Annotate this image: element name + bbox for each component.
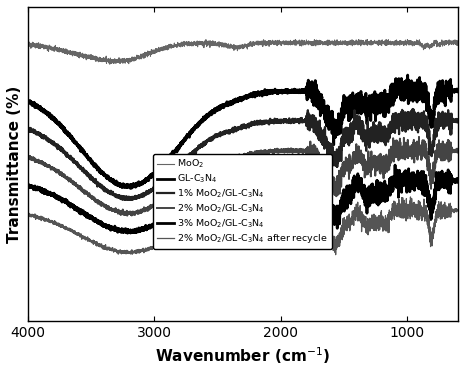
- 1% MoO$_2$/GL-C$_3$N$_4$: [410, 107, 415, 111]
- 1% MoO$_2$/GL-C$_3$N$_4$: [209, 138, 215, 142]
- 2% MoO$_2$/GL-C$_3$N$_4$ after recycle: [229, 214, 235, 219]
- 3% MoO$_2$/GL-C$_3$N$_4$: [229, 187, 235, 191]
- 2% MoO$_2$/GL-C$_3$N$_4$: [338, 179, 343, 184]
- Line: 3% MoO$_2$/GL-C$_3$N$_4$: 3% MoO$_2$/GL-C$_3$N$_4$: [27, 165, 458, 233]
- 2% MoO$_2$/GL-C$_3$N$_4$ after recycle: [421, 204, 426, 208]
- 1% MoO$_2$/GL-C$_3$N$_4$: [442, 112, 448, 117]
- 2% MoO$_2$/GL-C$_3$N$_4$ after recycle: [206, 218, 211, 223]
- 2% MoO$_2$/GL-C$_3$N$_4$ after recycle: [333, 253, 339, 257]
- Line: 2% MoO$_2$/GL-C$_3$N$_4$: 2% MoO$_2$/GL-C$_3$N$_4$: [27, 137, 458, 216]
- MoO$_2$: [229, 45, 235, 49]
- 3% MoO$_2$/GL-C$_3$N$_4$: [442, 181, 448, 185]
- 3% MoO$_2$/GL-C$_3$N$_4$: [209, 189, 215, 194]
- Legend: MoO$_2$, GL-C$_3$N$_4$, 1% MoO$_2$/GL-C$_3$N$_4$, 2% MoO$_2$/GL-C$_3$N$_4$, 3% M: MoO$_2$, GL-C$_3$N$_4$, 1% MoO$_2$/GL-C$…: [153, 154, 332, 249]
- MoO$_2$: [206, 40, 211, 44]
- 2% MoO$_2$/GL-C$_3$N$_4$: [442, 143, 448, 147]
- MoO$_2$: [25, 44, 30, 48]
- MoO$_2$: [292, 37, 298, 42]
- Line: MoO$_2$: MoO$_2$: [27, 40, 458, 64]
- 3% MoO$_2$/GL-C$_3$N$_4$: [338, 204, 343, 209]
- 2% MoO$_2$/GL-C$_3$N$_4$ after recycle: [455, 209, 461, 213]
- 2% MoO$_2$/GL-C$_3$N$_4$: [416, 135, 422, 139]
- MoO$_2$: [209, 40, 215, 44]
- GL-C$_3$N$_4$: [455, 87, 461, 92]
- MoO$_2$: [421, 47, 426, 52]
- GL-C$_3$N$_4$: [421, 95, 426, 100]
- 1% MoO$_2$/GL-C$_3$N$_4$: [206, 139, 211, 143]
- GL-C$_3$N$_4$: [206, 113, 211, 117]
- 2% MoO$_2$/GL-C$_3$N$_4$: [455, 150, 461, 154]
- 2% MoO$_2$/GL-C$_3$N$_4$: [125, 213, 130, 218]
- 2% MoO$_2$/GL-C$_3$N$_4$: [229, 159, 235, 164]
- Line: GL-C$_3$N$_4$: GL-C$_3$N$_4$: [27, 75, 458, 188]
- MoO$_2$: [455, 41, 461, 46]
- 2% MoO$_2$/GL-C$_3$N$_4$: [421, 150, 426, 155]
- 3% MoO$_2$/GL-C$_3$N$_4$: [455, 176, 461, 181]
- GL-C$_3$N$_4$: [127, 186, 133, 191]
- GL-C$_3$N$_4$: [338, 131, 343, 135]
- 2% MoO$_2$/GL-C$_3$N$_4$ after recycle: [442, 217, 448, 221]
- GL-C$_3$N$_4$: [25, 100, 30, 104]
- 3% MoO$_2$/GL-C$_3$N$_4$: [421, 176, 426, 180]
- MoO$_2$: [338, 40, 343, 44]
- GL-C$_3$N$_4$: [405, 73, 411, 77]
- X-axis label: Wavenumber (cm$^{-1}$): Wavenumber (cm$^{-1}$): [155, 345, 330, 366]
- 1% MoO$_2$/GL-C$_3$N$_4$: [421, 117, 426, 122]
- 2% MoO$_2$/GL-C$_3$N$_4$ after recycle: [338, 238, 343, 242]
- 2% MoO$_2$/GL-C$_3$N$_4$: [25, 154, 30, 158]
- MoO$_2$: [442, 40, 448, 44]
- 2% MoO$_2$/GL-C$_3$N$_4$ after recycle: [408, 195, 413, 199]
- 2% MoO$_2$/GL-C$_3$N$_4$: [206, 165, 211, 170]
- 3% MoO$_2$/GL-C$_3$N$_4$: [206, 191, 211, 196]
- Y-axis label: Transmittance (%): Transmittance (%): [7, 85, 22, 242]
- 2% MoO$_2$/GL-C$_3$N$_4$ after recycle: [209, 219, 215, 224]
- Line: 1% MoO$_2$/GL-C$_3$N$_4$: 1% MoO$_2$/GL-C$_3$N$_4$: [27, 109, 458, 200]
- 1% MoO$_2$/GL-C$_3$N$_4$: [338, 153, 343, 157]
- GL-C$_3$N$_4$: [209, 112, 215, 116]
- MoO$_2$: [107, 62, 113, 66]
- 1% MoO$_2$/GL-C$_3$N$_4$: [455, 120, 461, 124]
- 1% MoO$_2$/GL-C$_3$N$_4$: [25, 126, 30, 131]
- 3% MoO$_2$/GL-C$_3$N$_4$: [125, 231, 131, 235]
- 2% MoO$_2$/GL-C$_3$N$_4$: [209, 162, 215, 166]
- GL-C$_3$N$_4$: [229, 99, 235, 103]
- 2% MoO$_2$/GL-C$_3$N$_4$ after recycle: [25, 213, 30, 217]
- GL-C$_3$N$_4$: [442, 91, 448, 96]
- Line: 2% MoO$_2$/GL-C$_3$N$_4$ after recycle: 2% MoO$_2$/GL-C$_3$N$_4$ after recycle: [27, 197, 458, 255]
- 3% MoO$_2$/GL-C$_3$N$_4$: [392, 163, 398, 167]
- 1% MoO$_2$/GL-C$_3$N$_4$: [120, 198, 125, 202]
- 1% MoO$_2$/GL-C$_3$N$_4$: [229, 128, 235, 132]
- 3% MoO$_2$/GL-C$_3$N$_4$: [25, 182, 30, 186]
